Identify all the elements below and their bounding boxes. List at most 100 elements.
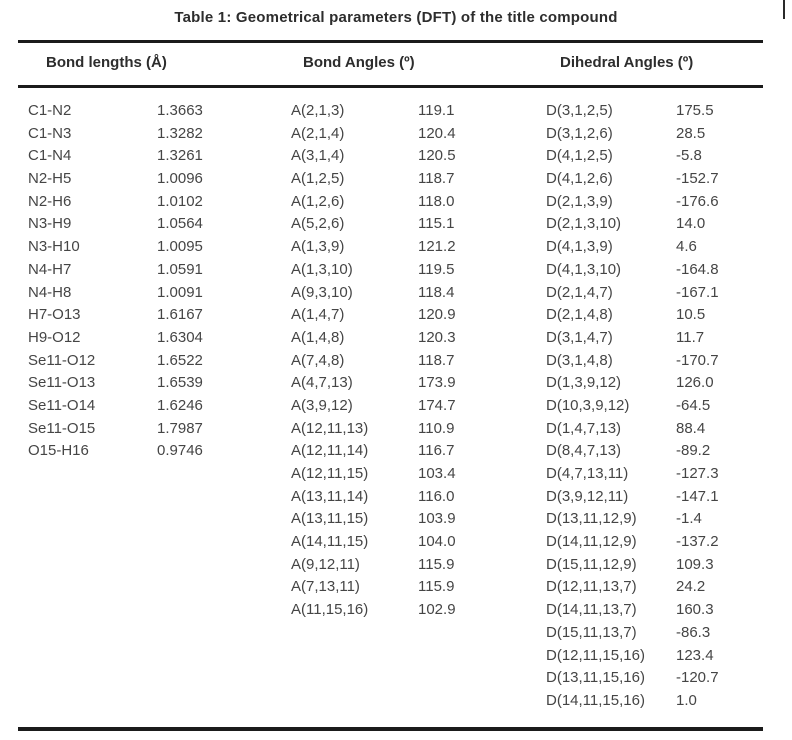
param-label: D(3,1,2,5) bbox=[546, 102, 613, 119]
param-label: N2-H5 bbox=[28, 170, 72, 188]
table-row: D(13,11,15,16) -120.7 bbox=[546, 667, 786, 690]
table-row: A(1,4,7) 120.9 bbox=[291, 304, 536, 327]
param-value: 118.0 bbox=[418, 192, 455, 210]
param-value: 1.6522 bbox=[157, 351, 203, 369]
param-label: A(2,1,4) bbox=[291, 124, 345, 142]
param-value: 103.9 bbox=[418, 510, 456, 528]
param-label: Se11-O15 bbox=[28, 419, 96, 437]
param-value: -120.7 bbox=[676, 669, 719, 687]
param-value: 1.6539 bbox=[157, 374, 203, 392]
header-rule bbox=[18, 85, 763, 88]
table-row: D(3,9,12,11) -147.1 bbox=[546, 486, 786, 509]
table-row: C1-N4 1.3261 bbox=[28, 145, 283, 168]
param-value: 14.0 bbox=[676, 215, 706, 233]
param-label: D(4,1,2,6) bbox=[546, 170, 613, 188]
param-label: N3-H9 bbox=[28, 215, 72, 233]
param-label: H9-O12 bbox=[28, 328, 81, 346]
table-row: D(15,11,12,9) 109.3 bbox=[546, 554, 786, 577]
header-dihedral-angles: Dihedral Angles (º) bbox=[560, 54, 694, 71]
param-label: D(1,4,7,13) bbox=[546, 419, 622, 437]
bond-lengths-column: C1-N2 1.3663 C1-N3 1.3282 C1-N4 1.3261 N2-H5 1.… bbox=[28, 100, 283, 463]
table-row: Se11-O12 1.6522 bbox=[28, 350, 283, 373]
param-label: D(14,11,13,7) bbox=[546, 601, 637, 619]
table-row: D(14,11,12,9) -137.2 bbox=[546, 531, 786, 554]
param-value: 115.9 bbox=[418, 555, 455, 573]
table-row: A(12,11,15) 103.4 bbox=[291, 463, 536, 486]
param-label: A(9,12,11) bbox=[291, 555, 360, 573]
param-label: D(12,11,13,7) bbox=[546, 578, 637, 596]
param-value: -89.2 bbox=[676, 442, 711, 460]
param-value: 116.7 bbox=[418, 442, 455, 460]
param-label: Se11-O12 bbox=[28, 351, 96, 369]
header-bond-angles: Bond Angles (º) bbox=[303, 54, 415, 71]
param-label: A(12,11,13) bbox=[291, 419, 369, 437]
param-value: 4.6 bbox=[676, 238, 697, 256]
param-label: Se11-O14 bbox=[28, 396, 96, 414]
param-label: D(13,11,12,9) bbox=[546, 510, 637, 528]
table-row: Se11-O14 1.6246 bbox=[28, 395, 283, 418]
param-label: D(3,1,4,7) bbox=[546, 328, 613, 346]
table-row: A(12,11,13) 110.9 bbox=[291, 418, 536, 441]
param-label: D(15,11,13,7) bbox=[546, 623, 637, 641]
table-row: A(9,12,11) 115.9 bbox=[291, 554, 536, 577]
table-row: O15-H16 0.9746 bbox=[28, 440, 283, 463]
param-value: 121.2 bbox=[418, 238, 456, 256]
table-row: A(5,2,6) 115.1 bbox=[291, 213, 536, 236]
table-row: N2-H6 1.0102 bbox=[28, 191, 283, 214]
param-value: -152.7 bbox=[676, 170, 719, 188]
param-label: D(2,1,4,8) bbox=[546, 306, 613, 324]
param-value: 103.4 bbox=[418, 465, 456, 482]
param-label: A(7,4,8) bbox=[291, 351, 345, 369]
table-row: H9-O12 1.6304 bbox=[28, 327, 283, 350]
table-row: D(14,11,13,7) 160.3 bbox=[546, 599, 786, 622]
header-bond-lengths: Bond lengths (Å) bbox=[46, 54, 167, 71]
table-row: A(1,3,9) 121.2 bbox=[291, 236, 536, 259]
param-label: D(10,3,9,12) bbox=[546, 396, 630, 414]
table-row: Se11-O13 1.6539 bbox=[28, 372, 283, 395]
param-label: D(15,11,12,9) bbox=[546, 555, 637, 573]
param-label: A(4,7,13) bbox=[291, 374, 353, 392]
table-row: A(9,3,10) 118.4 bbox=[291, 282, 536, 305]
table-row: A(7,13,11) 115.9 bbox=[291, 576, 536, 599]
param-label: C1-N4 bbox=[28, 147, 72, 165]
param-value: -170.7 bbox=[676, 351, 719, 369]
param-label: D(4,1,2,5) bbox=[546, 147, 613, 165]
table-row: H7-O13 1.6167 bbox=[28, 304, 283, 327]
param-value: 1.0091 bbox=[157, 283, 203, 301]
param-label: A(1,4,8) bbox=[291, 328, 345, 346]
param-label: A(1,2,6) bbox=[291, 192, 345, 210]
param-value: 115.1 bbox=[418, 215, 455, 233]
table-row: D(3,1,2,6) 28.5 bbox=[546, 123, 786, 146]
param-value: 0.9746 bbox=[157, 442, 203, 460]
table-row: N4-H7 1.0591 bbox=[28, 259, 283, 282]
param-value: 120.9 bbox=[418, 306, 456, 324]
table-row: A(4,7,13) 173.9 bbox=[291, 372, 536, 395]
param-value: -86.3 bbox=[676, 623, 711, 641]
param-value: -127.3 bbox=[676, 465, 719, 482]
param-value: 119.1 bbox=[418, 102, 455, 119]
param-value: 1.0591 bbox=[157, 260, 203, 278]
table-row: D(2,1,4,8) 10.5 bbox=[546, 304, 786, 327]
param-value: 175.5 bbox=[676, 102, 714, 119]
param-label: D(3,1,4,8) bbox=[546, 351, 613, 369]
param-label: D(14,11,12,9) bbox=[546, 533, 637, 551]
param-label: D(4,1,3,10) bbox=[546, 260, 622, 278]
bond-angles-column: A(2,1,3) 119.1 A(2,1,4) 120.4 A(3,1,4) 120.5 A… bbox=[291, 100, 536, 622]
param-label: D(12,11,15,16) bbox=[546, 646, 645, 664]
param-label: C1-N3 bbox=[28, 124, 72, 142]
table-row: A(1,2,6) 118.0 bbox=[291, 191, 536, 214]
table-row: A(11,15,16) 102.9 bbox=[291, 599, 536, 622]
param-label: O15-H16 bbox=[28, 442, 89, 460]
param-value: 120.5 bbox=[418, 147, 456, 165]
param-label: D(1,3,9,12) bbox=[546, 374, 622, 392]
param-value: 1.0 bbox=[676, 691, 697, 709]
param-value: 119.5 bbox=[418, 260, 455, 278]
param-label: D(13,11,15,16) bbox=[546, 669, 645, 687]
top-rule bbox=[18, 40, 763, 43]
table-row: N2-H5 1.0096 bbox=[28, 168, 283, 191]
param-label: Se11-O13 bbox=[28, 374, 96, 392]
param-label: A(13,11,15) bbox=[291, 510, 369, 528]
param-value: 1.3261 bbox=[157, 147, 203, 165]
param-label: D(3,9,12,11) bbox=[546, 487, 629, 505]
